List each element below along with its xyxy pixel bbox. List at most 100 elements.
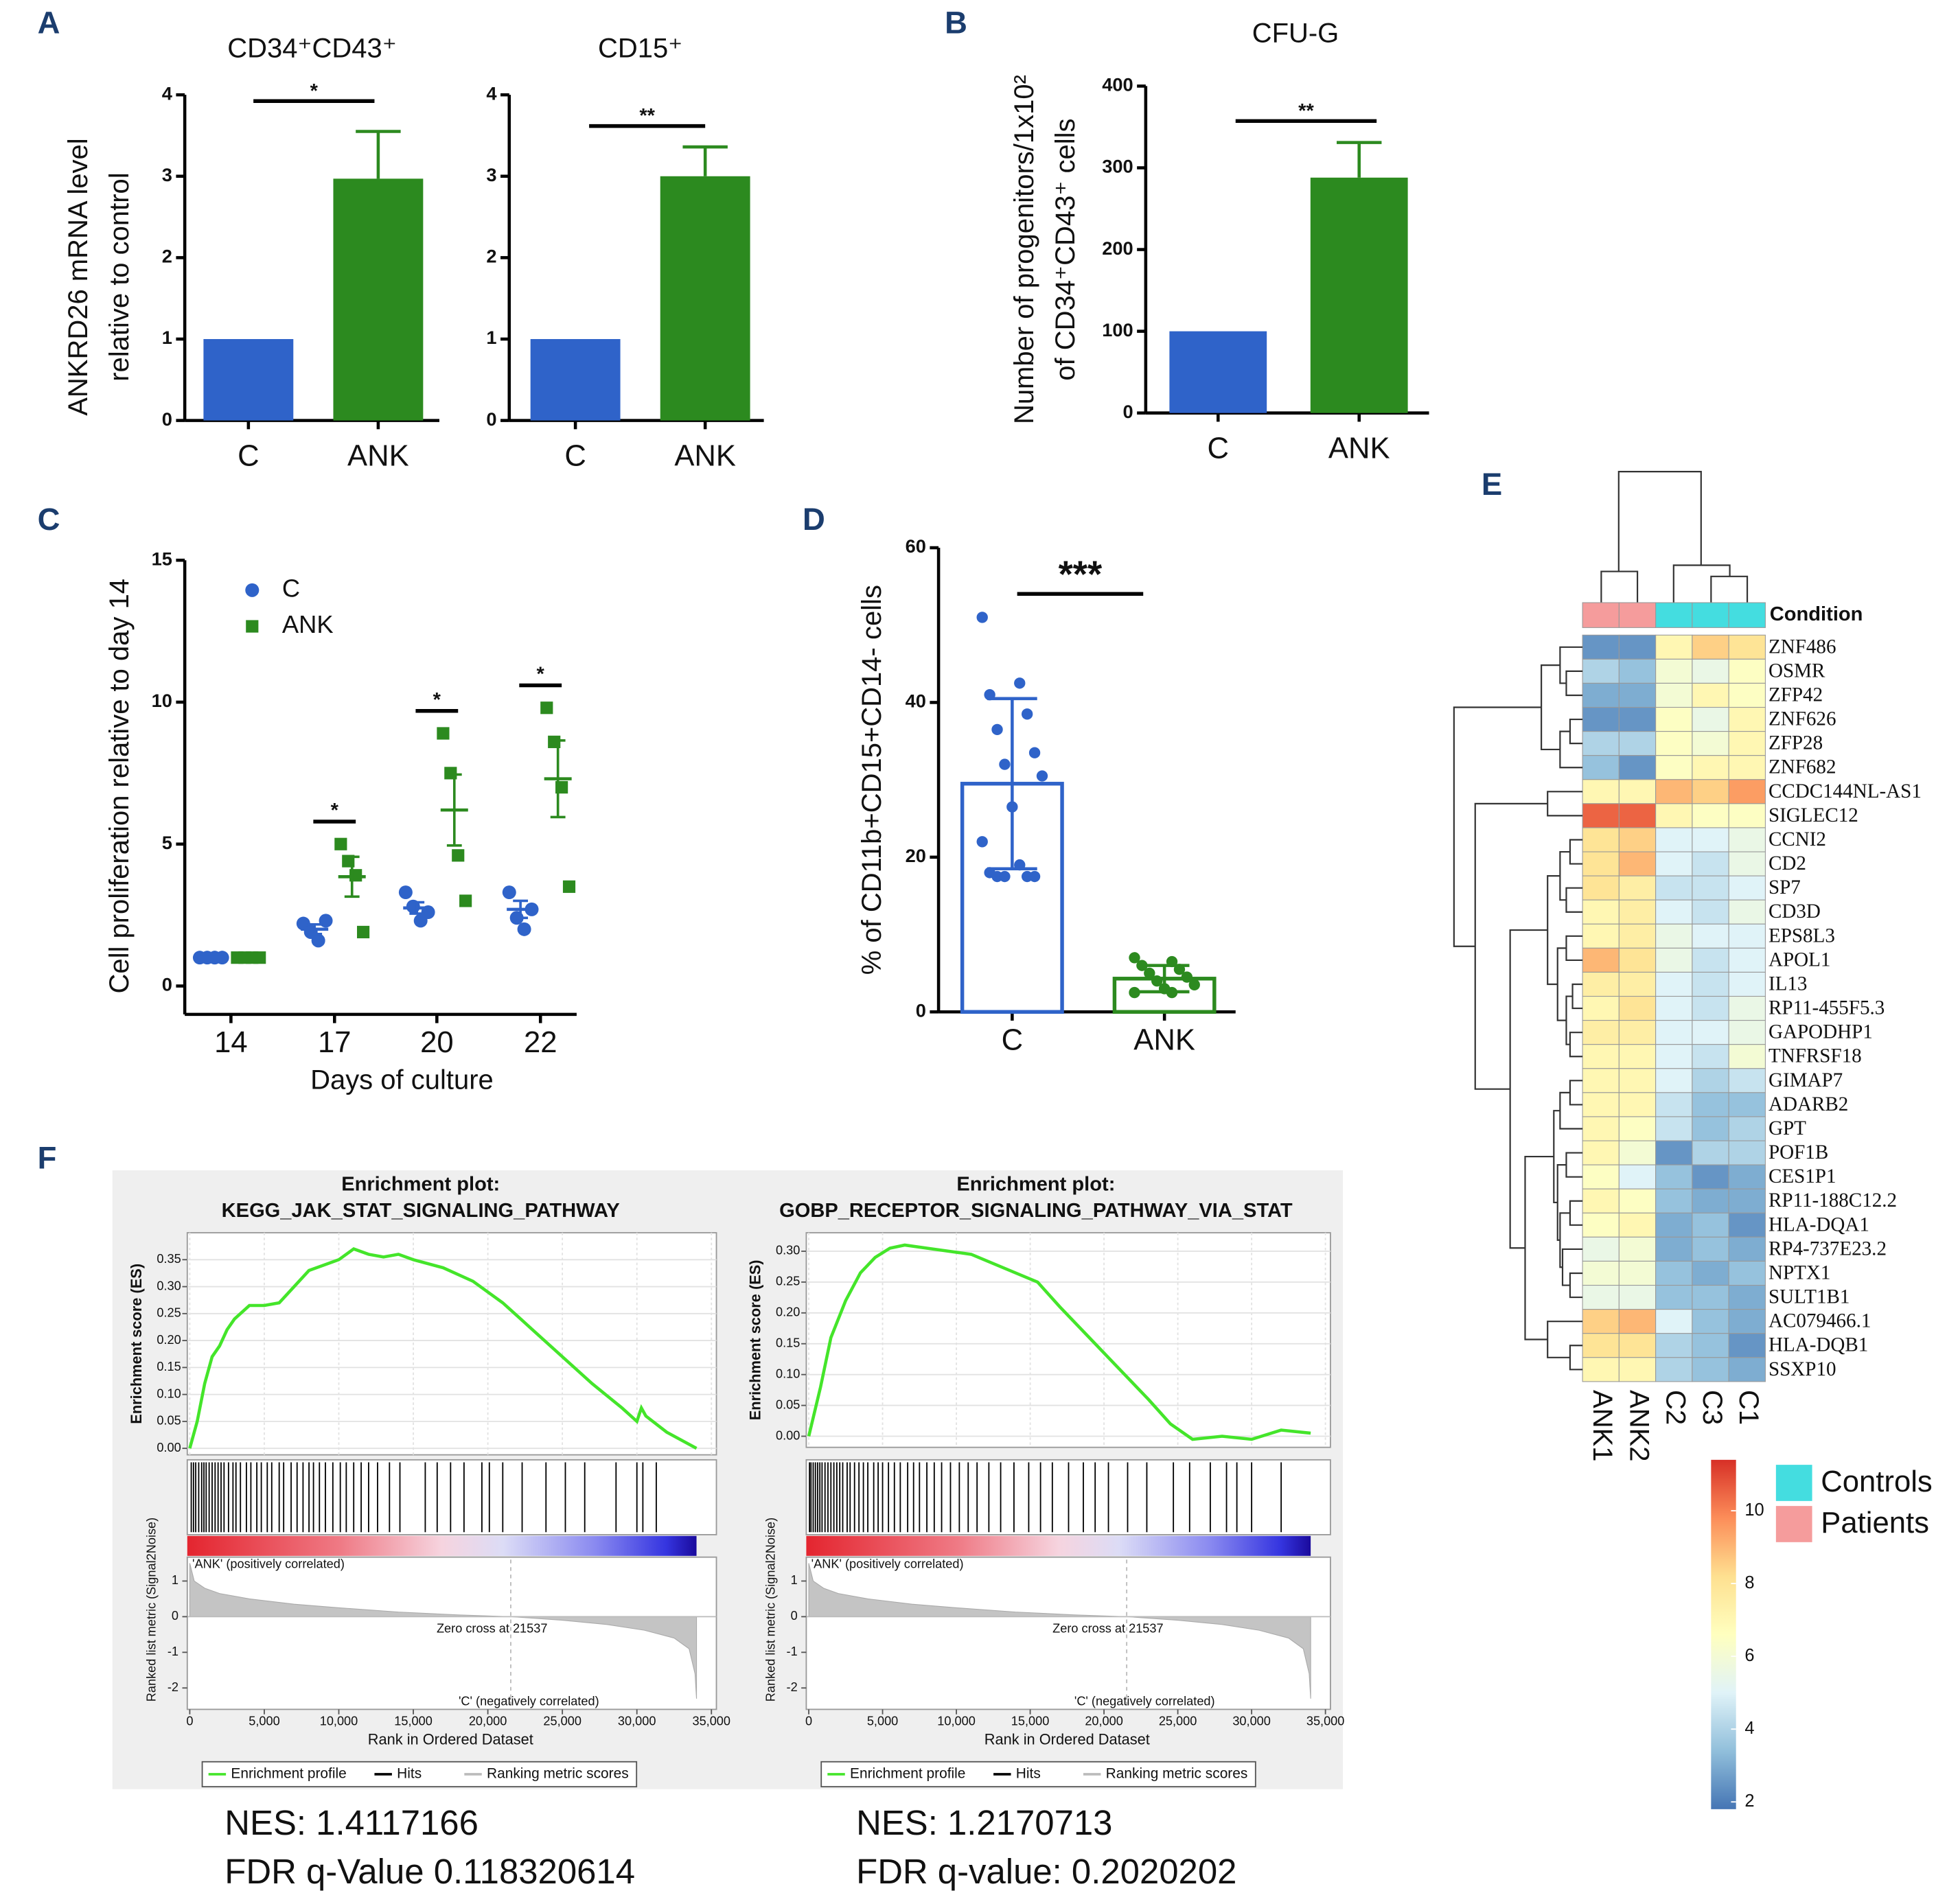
heatmap-cell: [1582, 731, 1620, 756]
heatmap-cell: [1692, 658, 1729, 684]
row-label: HLA-DQA1: [1769, 1214, 1869, 1235]
heatmap-cell: [1728, 947, 1766, 973]
row-label: ADARB2: [1769, 1093, 1848, 1115]
data-point: [1129, 986, 1140, 999]
colorbar-tick-label: 8: [1744, 1573, 1754, 1592]
data-point: [334, 837, 347, 850]
x-tick-label: 20: [420, 1026, 454, 1059]
heatmap-cell: [1618, 899, 1657, 925]
column-label: ANK1: [1587, 1390, 1617, 1461]
significance-label: *: [433, 689, 441, 711]
y-tick-label: -2: [787, 1680, 798, 1694]
heatmap-cell: [1655, 634, 1693, 660]
heatmap-cell: [1582, 971, 1620, 997]
legend-marker: [246, 620, 259, 633]
data-point: [1028, 870, 1041, 883]
condition-cell: [1728, 602, 1766, 628]
heatmap-cell: [1582, 1357, 1620, 1382]
data-point: [502, 885, 516, 900]
heatmap-cell: [1618, 1140, 1657, 1165]
heatmap-cell: [1728, 1020, 1766, 1045]
y-tick-label: 0: [1123, 401, 1133, 422]
metric-area-fill: [189, 1563, 698, 1699]
bar: [530, 338, 621, 421]
legend-label: Hits: [397, 1765, 422, 1781]
heatmap-cell: [1692, 755, 1729, 780]
heatmap-cell: [1728, 755, 1766, 780]
heatmap-cell: [1582, 995, 1620, 1021]
panel-label: A: [38, 5, 60, 40]
legend-box: [201, 1761, 638, 1788]
heatmap-cell: [1655, 755, 1693, 780]
heatmap-cell: [1618, 658, 1657, 684]
heatmap-cell: [1655, 1092, 1693, 1117]
heatmap-cell: [1655, 971, 1693, 997]
y-tick-label: 0.05: [157, 1414, 181, 1428]
x-tick-label: 10,000: [320, 1714, 358, 1728]
heatmap-cell: [1728, 731, 1766, 756]
x-tick-label: 15,000: [1011, 1714, 1050, 1728]
heatmap-cell: [1728, 923, 1766, 949]
heatmap-cell: [1618, 1357, 1657, 1382]
x-tick-label: 30,000: [1232, 1714, 1271, 1728]
bar: [1310, 177, 1408, 413]
y-axis-label: of CD34⁺CD43⁺ cells: [1050, 118, 1081, 380]
colorbar-tick-label: 2: [1744, 1791, 1754, 1811]
heatmap-cell: [1728, 779, 1766, 804]
x-tick-label: 35,000: [1306, 1714, 1345, 1728]
heatmap-cell: [1582, 755, 1620, 780]
heatmap-cell: [1692, 1309, 1729, 1334]
heatmap-cell: [1618, 1236, 1657, 1262]
heatmap-cell: [1618, 995, 1657, 1021]
data-point: [1144, 967, 1155, 979]
colorbar-tick-label: 10: [1744, 1500, 1764, 1520]
y-tick-label: -2: [168, 1680, 178, 1694]
row-label: EPS8L3: [1769, 925, 1835, 947]
heatmap-cell: [1618, 1333, 1657, 1358]
negative-label: 'C' (negatively correlated): [459, 1694, 599, 1708]
heatmap-cell: [1582, 1212, 1620, 1238]
heatmap-cell: [1618, 803, 1657, 828]
heatmap-cell: [1692, 1140, 1729, 1165]
condition-cell: [1582, 602, 1620, 628]
panel-label: F: [38, 1141, 57, 1176]
heatmap-cell: [1582, 1188, 1620, 1214]
y-tick-label: 0: [916, 999, 926, 1021]
legend-label: Patients: [1821, 1507, 1929, 1540]
row-label: CD2: [1769, 852, 1806, 874]
data-point: [999, 758, 1011, 770]
y-tick-label: 1: [486, 327, 496, 348]
significance-label: *: [537, 664, 545, 686]
heatmap-cell: [1692, 706, 1729, 732]
legend-label: Enrichment profile: [231, 1765, 346, 1781]
heatmap-cell: [1582, 1068, 1620, 1093]
legend-label: ANK: [282, 610, 334, 638]
heatmap-cell: [1728, 875, 1766, 901]
y-tick-label: 60: [906, 535, 926, 557]
row-label: RP4-737E23.2: [1769, 1238, 1887, 1259]
y-tick-label: 1: [791, 1573, 798, 1587]
heatmap-cell: [1618, 1044, 1657, 1069]
bar: [660, 176, 750, 421]
heatmap-cell: [1692, 803, 1729, 828]
legend-swatch: [1775, 1506, 1812, 1542]
data-point: [311, 933, 325, 948]
y-tick-label: 0.15: [157, 1360, 181, 1373]
x-tick-label: 5,000: [867, 1714, 898, 1728]
significance-label: *: [331, 800, 339, 822]
heatmap-cell: [1655, 658, 1693, 684]
x-tick-label: 30,000: [618, 1714, 656, 1728]
heatmap-cell: [1655, 1020, 1693, 1045]
heatmap-cell: [1655, 1357, 1693, 1382]
heatmap-cell: [1692, 923, 1729, 949]
panel-label: B: [945, 5, 967, 40]
x-axis-label: Rank in Ordered Dataset: [368, 1731, 533, 1748]
x-tick-label: C: [564, 440, 586, 473]
heatmap-cell: [1582, 706, 1620, 732]
y-axis-label: relative to control: [104, 172, 135, 381]
row-label: SULT1B1: [1769, 1286, 1850, 1308]
heatmap-cell: [1728, 1164, 1766, 1189]
significance-label: ***: [1059, 553, 1103, 595]
y-tick-label: 0: [791, 1609, 798, 1623]
